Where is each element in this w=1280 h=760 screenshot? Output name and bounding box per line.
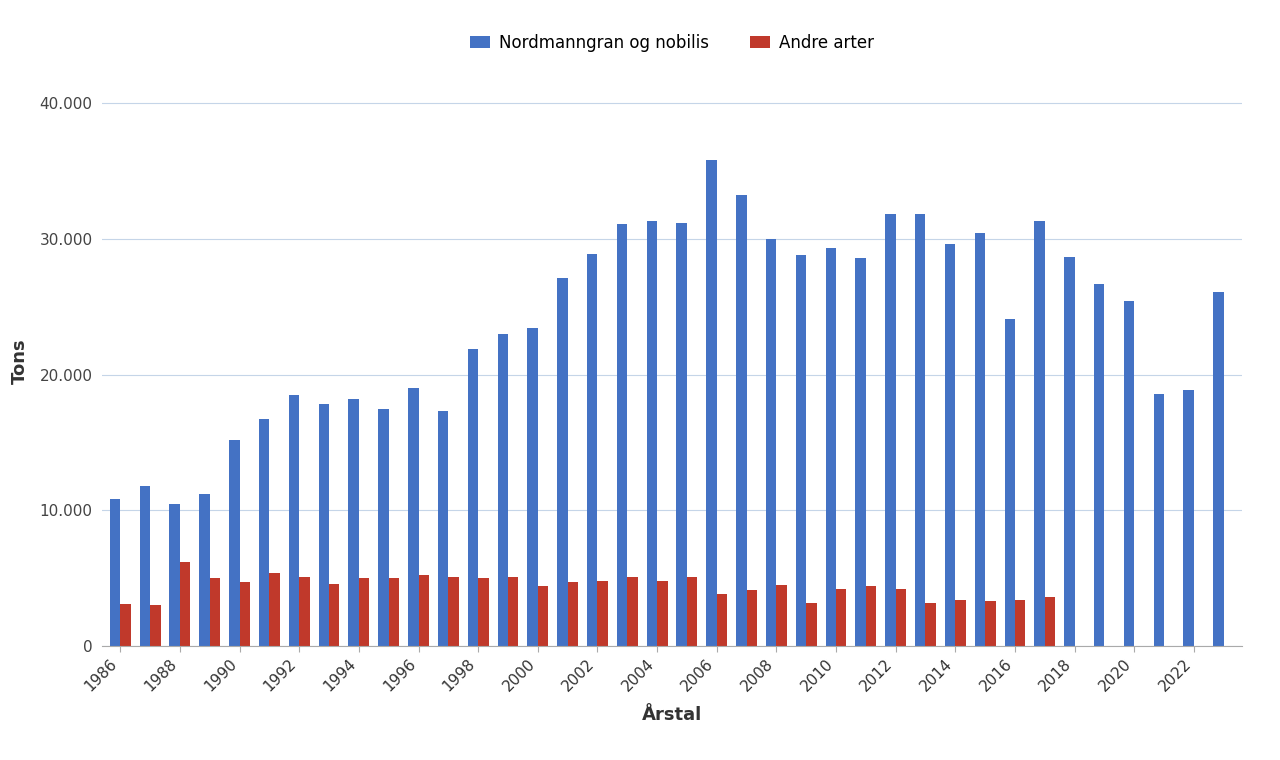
Bar: [945, 244, 955, 646]
Bar: [479, 578, 489, 646]
Bar: [598, 581, 608, 646]
Bar: [736, 195, 746, 646]
Bar: [329, 584, 339, 646]
Bar: [319, 404, 329, 646]
Bar: [707, 160, 717, 646]
Bar: [448, 577, 458, 646]
Bar: [1124, 301, 1134, 646]
Bar: [169, 504, 180, 646]
Bar: [657, 581, 668, 646]
Bar: [538, 586, 548, 646]
Bar: [717, 594, 727, 646]
Bar: [389, 578, 399, 646]
Bar: [180, 562, 191, 646]
Bar: [915, 214, 925, 646]
Bar: [886, 214, 896, 646]
Bar: [348, 399, 358, 646]
Bar: [617, 224, 627, 646]
Bar: [676, 223, 687, 646]
Bar: [925, 603, 936, 646]
Bar: [438, 411, 448, 646]
Bar: [1184, 389, 1194, 646]
Bar: [557, 278, 567, 646]
Bar: [408, 388, 419, 646]
Bar: [627, 577, 637, 646]
Bar: [527, 328, 538, 646]
Bar: [896, 589, 906, 646]
Bar: [467, 349, 479, 646]
Bar: [120, 604, 131, 646]
Bar: [588, 254, 598, 646]
Bar: [239, 582, 250, 646]
Bar: [1034, 221, 1044, 646]
Bar: [796, 255, 806, 646]
Bar: [687, 577, 698, 646]
Bar: [150, 605, 160, 646]
Bar: [419, 575, 429, 646]
Bar: [110, 499, 120, 646]
Bar: [806, 603, 817, 646]
Bar: [269, 573, 280, 646]
Bar: [1094, 283, 1105, 646]
Bar: [1213, 292, 1224, 646]
Bar: [508, 577, 518, 646]
Bar: [210, 578, 220, 646]
Bar: [358, 578, 370, 646]
Bar: [855, 258, 865, 646]
Bar: [259, 420, 269, 646]
Bar: [1044, 597, 1055, 646]
Legend: Nordmanngran og nobilis, Andre arter: Nordmanngran og nobilis, Andre arter: [463, 27, 881, 59]
Bar: [865, 586, 877, 646]
Bar: [826, 249, 836, 646]
Bar: [836, 589, 846, 646]
X-axis label: Årstal: Årstal: [641, 705, 703, 724]
Bar: [746, 591, 756, 646]
Bar: [986, 601, 996, 646]
Bar: [765, 239, 777, 646]
Bar: [200, 494, 210, 646]
Bar: [300, 577, 310, 646]
Bar: [777, 585, 787, 646]
Bar: [646, 221, 657, 646]
Bar: [1005, 319, 1015, 646]
Bar: [1153, 394, 1164, 646]
Bar: [567, 582, 579, 646]
Y-axis label: Tons: Tons: [10, 338, 28, 384]
Bar: [229, 440, 239, 646]
Bar: [289, 395, 300, 646]
Bar: [140, 486, 150, 646]
Bar: [974, 233, 986, 646]
Bar: [1064, 257, 1075, 646]
Bar: [1015, 600, 1025, 646]
Bar: [379, 409, 389, 646]
Bar: [498, 334, 508, 646]
Bar: [955, 600, 965, 646]
